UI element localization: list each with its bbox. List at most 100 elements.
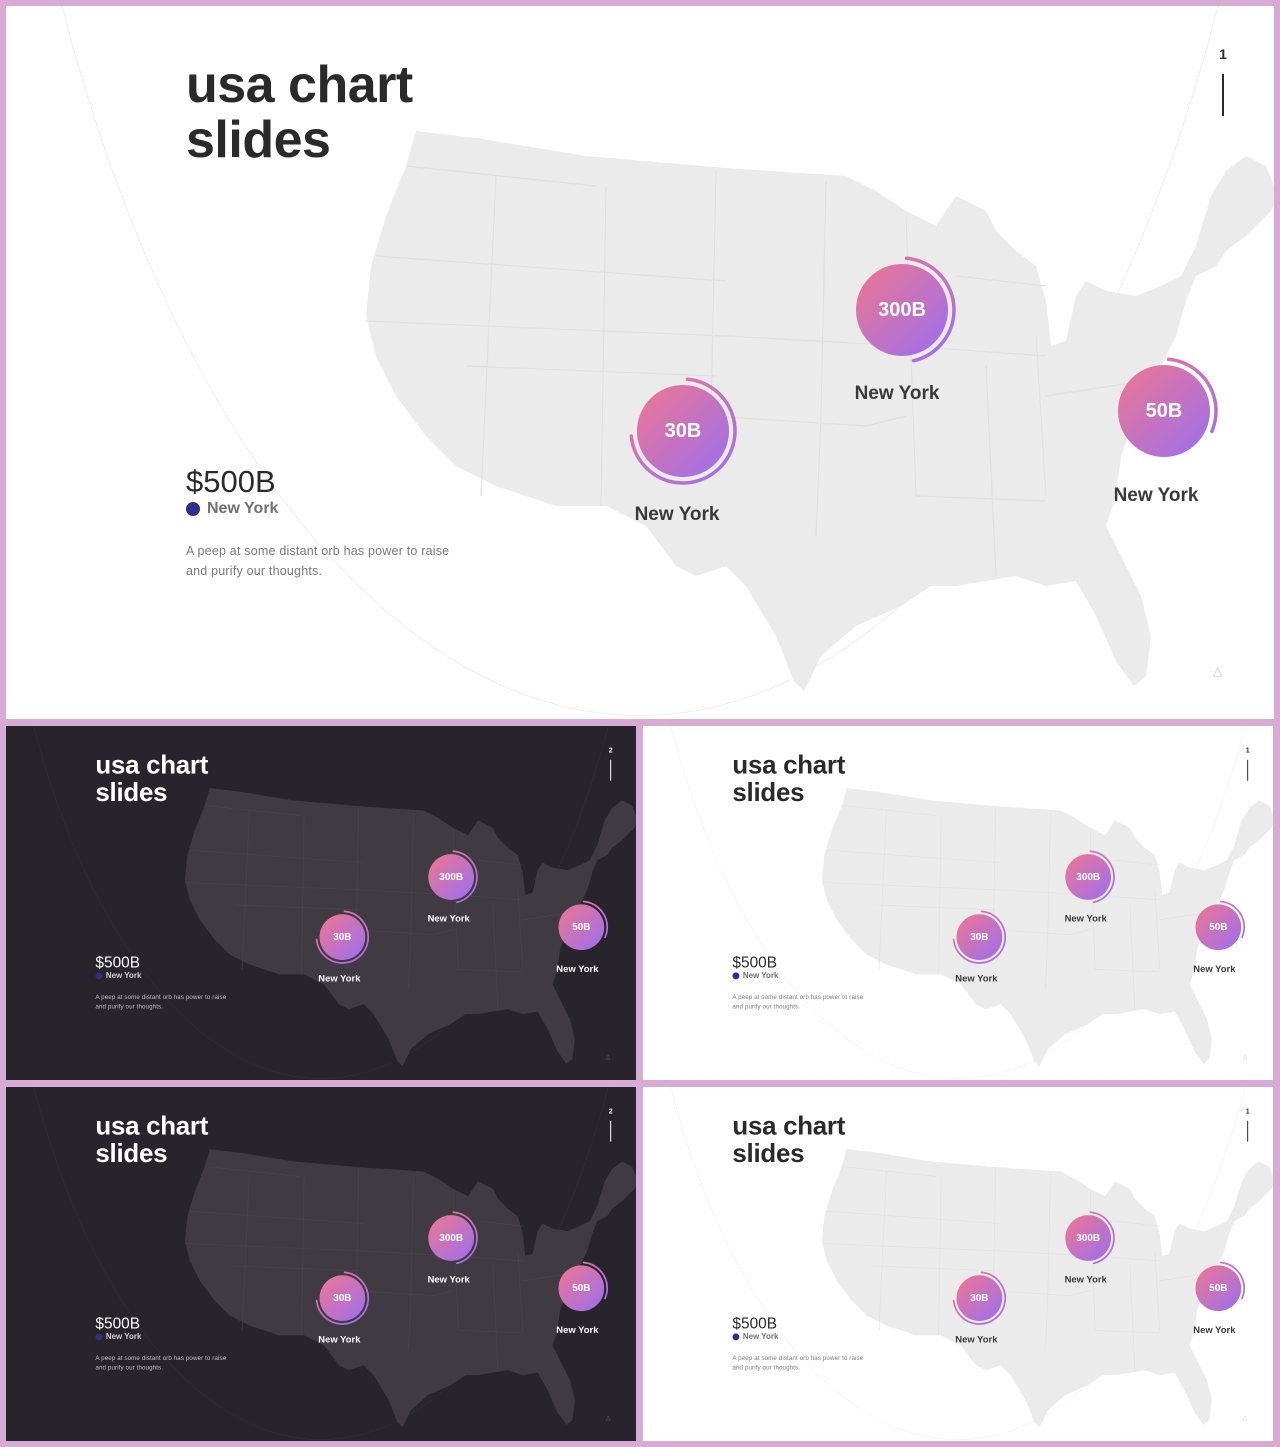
bubble-50b: 50B — [554, 1261, 609, 1316]
legend-label: New York — [105, 1332, 142, 1341]
description-line-2: and purify our thoughts. — [732, 1003, 801, 1011]
chevron-up-icon[interactable]: △ — [1242, 1052, 1248, 1060]
bubble-graphic — [554, 900, 609, 954]
legend-dot — [95, 1333, 103, 1341]
bubble-30b: 30B — [952, 1271, 1007, 1326]
slide-5: usa chart slides 1 $500B New York A peep… — [643, 1087, 1273, 1441]
bubble-city-label: New York — [427, 1274, 470, 1285]
description-line-1: A peep at some distant orb has power to … — [732, 993, 864, 1001]
bubble-city-label: New York — [427, 913, 470, 924]
description-line-2: and purify our thoughts. — [732, 1364, 801, 1372]
bubble-value: 50B — [572, 921, 591, 933]
description: A peep at some distant orb has power to … — [732, 1353, 881, 1373]
bubble-city-label: New York — [955, 973, 998, 984]
bubble-graphic — [952, 910, 1007, 964]
bubble-value: 30B — [970, 1292, 989, 1304]
total-value: $500B — [186, 464, 276, 499]
description-line-1: A peep at some distant orb has power to … — [186, 544, 450, 558]
legend-label: New York — [207, 500, 279, 517]
slide-4: usa chart slides 2 $500B New York A peep… — [6, 1087, 636, 1441]
legend-dot — [732, 1333, 740, 1341]
bubble-30b: 30B — [628, 376, 738, 486]
legend-dot — [732, 972, 740, 980]
bubble-30b: 30B — [315, 910, 370, 965]
bubble-value: 30B — [333, 1292, 352, 1304]
page-number: 2 — [608, 1106, 613, 1115]
description-line-1: A peep at some distant orb has power to … — [732, 1354, 864, 1362]
bubble-city-label: New York — [1113, 485, 1199, 506]
bubble-30b: 30B — [315, 1271, 370, 1326]
total-value: $500B — [732, 953, 777, 971]
description: A peep at some distant orb has power to … — [732, 992, 881, 1012]
description-line-2: and purify our thoughts. — [186, 564, 323, 578]
page-indicator-line — [1247, 1120, 1249, 1142]
title-line-1: usa chart — [95, 1111, 209, 1141]
title-line-2: slides — [732, 1139, 805, 1168]
bubble-value: 300B — [439, 1232, 464, 1244]
page-indicator-line — [1222, 74, 1224, 116]
background-ring — [643, 1087, 1273, 1440]
bubble-value: 50B — [1145, 400, 1183, 422]
total-value: $500B — [95, 953, 140, 971]
bubble-value: 30B — [970, 931, 989, 943]
bubble-graphic — [1110, 357, 1218, 465]
chevron-up-icon[interactable]: △ — [1213, 664, 1223, 678]
bubble-city-label: New York — [556, 1324, 599, 1336]
page-indicator-line — [1247, 759, 1249, 781]
total-value: $500B — [732, 1314, 777, 1332]
bubble-graphic — [554, 1261, 609, 1315]
chevron-up-icon[interactable]: △ — [605, 1413, 611, 1421]
bubble-city-label: New York — [1064, 913, 1107, 924]
background-ring — [6, 6, 1274, 716]
slide-2: usa chart slides 2 $500B New York A peep… — [6, 726, 636, 1080]
bubble-graphic — [315, 910, 370, 964]
page-number: 1 — [1245, 745, 1250, 754]
bubble-value: 300B — [1076, 871, 1101, 883]
bubble-value: 50B — [1209, 1282, 1228, 1294]
bubble-300b: 300B — [424, 1211, 479, 1266]
bubble-graphic — [315, 1271, 370, 1325]
description-line-1: A peep at some distant orb has power to … — [95, 993, 227, 1001]
legend-dot — [186, 502, 200, 516]
description: A peep at some distant orb has power to … — [95, 992, 244, 1012]
bubble-city-label: New York — [318, 973, 361, 984]
bubble-value: 30B — [664, 420, 702, 442]
slide-1: usa chart slides 1 $500B New York A peep… — [6, 6, 1274, 719]
title-line-2: slides — [732, 778, 805, 807]
bubble-graphic — [629, 377, 737, 485]
title-line-1: usa chart — [186, 56, 413, 114]
bubble-50b: 50B — [1109, 356, 1219, 466]
bubble-graphic — [952, 1271, 1007, 1325]
slide-3: usa chart slides 1 $500B New York A peep… — [643, 726, 1273, 1080]
page-number: 2 — [608, 745, 613, 754]
legend-label: New York — [742, 971, 779, 980]
title-line-2: slides — [186, 111, 331, 169]
description-line-2: and purify our thoughts. — [95, 1003, 164, 1011]
slide-title: usa chart slides — [95, 1113, 208, 1168]
slide-title: usa chart slides — [95, 752, 208, 807]
page-indicator-line — [610, 759, 612, 781]
bubble-300b: 300B — [424, 850, 479, 905]
bubble-city-label: New York — [556, 963, 599, 975]
usa-map — [821, 788, 1273, 1067]
bubble-graphic — [1191, 900, 1246, 954]
bubble-50b: 50B — [1191, 900, 1246, 955]
bubble-value: 300B — [439, 871, 464, 883]
legend-dot — [95, 972, 103, 980]
bubble-50b: 50B — [1191, 1261, 1246, 1316]
slide-title: usa chart slides — [732, 1113, 845, 1168]
bubble-value: 50B — [572, 1282, 591, 1294]
legend-label: New York — [105, 971, 142, 980]
chevron-up-icon[interactable]: △ — [605, 1052, 611, 1060]
bubble-city-label: New York — [1064, 1274, 1107, 1285]
legend-label: New York — [742, 1332, 779, 1341]
usa-map — [184, 1149, 636, 1428]
slide-title: usa chart slides — [732, 752, 845, 807]
title-line-1: usa chart — [732, 1111, 846, 1141]
description-line-2: and purify our thoughts. — [95, 1364, 164, 1372]
slide-title: usa chart slides — [186, 58, 413, 168]
title-line-2: slides — [95, 778, 168, 807]
background-ring — [643, 726, 1273, 1079]
usa-map — [365, 131, 1274, 691]
chevron-up-icon[interactable]: △ — [1242, 1413, 1248, 1421]
